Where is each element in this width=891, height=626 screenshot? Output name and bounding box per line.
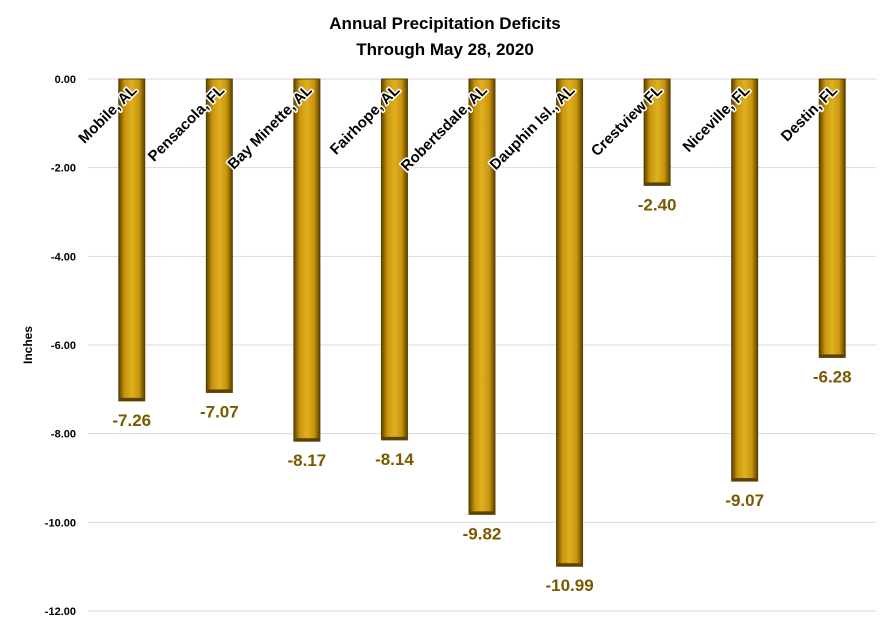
data-labels: -7.26 -7.07 -8.17 -8.14 -9.82 -10.99 -2.40 -9.0…	[112, 195, 851, 595]
bar-end-bevel	[820, 354, 845, 358]
bar	[643, 78, 671, 186]
y-tick-label: -8.00	[51, 429, 76, 441]
data-label: -10.99	[545, 576, 593, 595]
bar	[118, 78, 146, 402]
bar	[205, 78, 233, 393]
bar	[556, 78, 584, 567]
bar-end-bevel	[645, 182, 670, 186]
bar	[731, 78, 759, 482]
data-label: -6.28	[813, 367, 852, 386]
data-label: -9.07	[725, 491, 764, 510]
y-tick-label: -2.00	[51, 163, 76, 175]
bars	[118, 78, 846, 567]
y-tick-label: -12.00	[45, 606, 76, 618]
bar-end-bevel	[119, 397, 144, 401]
chart-title: Annual Precipitation Deficits	[329, 14, 560, 33]
bar-end-bevel	[557, 563, 582, 567]
data-label: -8.17	[288, 451, 327, 470]
bar-end-bevel	[294, 438, 319, 442]
data-label: -2.40	[638, 195, 677, 214]
data-label: -7.26	[112, 411, 151, 430]
bar	[380, 78, 408, 441]
bar-end-bevel	[470, 511, 494, 515]
bar-end-bevel	[382, 436, 407, 440]
data-label: -8.14	[375, 450, 414, 469]
bar-end-bevel	[732, 478, 757, 482]
data-label: -7.07	[200, 402, 239, 421]
data-label: -9.82	[463, 524, 502, 543]
bar-end-bevel	[207, 389, 232, 393]
y-axis-label: Inches	[21, 326, 35, 364]
chart-subtitle: Through May 28, 2020	[356, 40, 534, 59]
y-tick-label: 0.00	[55, 74, 76, 86]
bar	[293, 78, 321, 442]
y-tick-label: -10.00	[45, 517, 76, 529]
y-tick-label: -4.00	[51, 251, 76, 263]
y-tick-label: -6.00	[51, 340, 76, 352]
bar	[818, 78, 846, 358]
y-axis-ticks: 0.00 -2.00 -4.00 -6.00 -8.00 -10.00 -12.00	[45, 74, 76, 618]
bar	[468, 78, 496, 515]
